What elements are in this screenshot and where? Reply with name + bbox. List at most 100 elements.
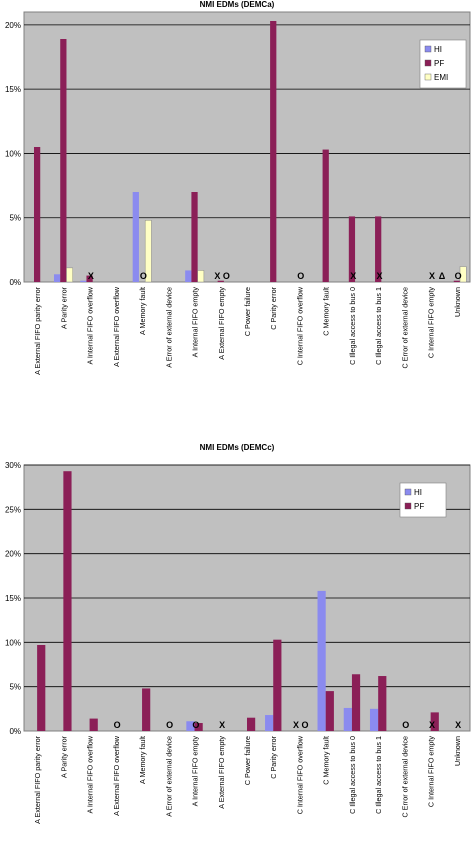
bar-emi bbox=[459, 266, 467, 283]
annotation-marker: O bbox=[166, 720, 173, 730]
y-tick-label: 0% bbox=[9, 727, 21, 736]
bar-emi bbox=[197, 270, 205, 283]
annotation-marker: Δ bbox=[439, 271, 446, 281]
annotation-marker: X bbox=[455, 720, 461, 730]
bar-pf bbox=[86, 275, 93, 282]
x-category-label: A External FIFO parity error bbox=[33, 286, 42, 374]
annotation-marker: X bbox=[376, 271, 382, 281]
x-category-label: C Parity error bbox=[269, 286, 278, 329]
x-category-label: C Illegal access to bus 0 bbox=[348, 287, 357, 365]
bar-hi bbox=[185, 270, 192, 282]
bar-pf bbox=[270, 21, 277, 282]
bar-hi bbox=[132, 192, 139, 282]
bar-pf bbox=[453, 280, 461, 282]
bar-hi bbox=[186, 721, 195, 731]
bar-pf bbox=[348, 216, 356, 282]
bars bbox=[37, 471, 439, 731]
plot-background bbox=[23, 11, 471, 283]
x-category-label: C Illegal access to bus 1 bbox=[374, 736, 383, 814]
annotation-marker: X bbox=[429, 720, 435, 730]
chart-demcc: NMI EDMs (DEMCc) O O O X X O O X X 0% 5% 10% 15% 20… bbox=[5, 443, 471, 824]
bar-pf bbox=[351, 674, 361, 731]
legend-swatch-hi bbox=[404, 488, 412, 496]
annotation-marker: O bbox=[140, 271, 147, 281]
x-category-label: C Error of external device bbox=[400, 287, 409, 369]
x-category-label: A External FIFO empty bbox=[217, 736, 226, 809]
bar-hi bbox=[317, 590, 326, 731]
annotation-marker: X bbox=[88, 271, 94, 281]
legend-swatch-hi bbox=[424, 45, 432, 53]
annotation-marker: O bbox=[114, 720, 121, 730]
legend-label: PF bbox=[434, 59, 444, 68]
annotation-marker: O bbox=[402, 720, 409, 730]
bar-pf bbox=[191, 192, 198, 282]
annotation-marker: X bbox=[219, 720, 225, 730]
bar-pf bbox=[142, 688, 151, 731]
bar-pf bbox=[273, 639, 282, 731]
x-category-label: C Internal FIFO empty bbox=[427, 287, 436, 359]
legend-swatch-pf bbox=[404, 502, 412, 510]
y-tick-label: 15% bbox=[5, 85, 21, 94]
x-category-label: A Parity error bbox=[59, 735, 68, 778]
y-tick-label: 5% bbox=[9, 214, 21, 223]
bar-pf bbox=[217, 280, 224, 282]
gridlines bbox=[24, 464, 470, 688]
y-tick-label: 15% bbox=[5, 594, 21, 603]
legend-label: EMI bbox=[434, 73, 448, 82]
legend-label: HI bbox=[434, 45, 442, 54]
bar-hi bbox=[80, 280, 87, 282]
x-category-label: C Internal FIFO overflow bbox=[295, 735, 304, 814]
y-axis-ticks: 0% 5% 10% 15% 20% bbox=[5, 21, 21, 287]
legend: HI PF bbox=[399, 482, 447, 518]
x-category-label: C Internal FIFO overflow bbox=[295, 286, 304, 365]
x-category-label: A External FIFO overflow bbox=[112, 286, 121, 367]
bar-pf bbox=[33, 147, 41, 282]
legend: HI PF EMI bbox=[419, 39, 467, 89]
legend-label: HI bbox=[414, 488, 422, 497]
bar-pf bbox=[247, 717, 256, 731]
chart-title: NMI EDMs (DEMCa) bbox=[200, 0, 275, 9]
bar-pf bbox=[60, 39, 67, 282]
bar-pf bbox=[378, 676, 387, 731]
x-category-label: A Error of external device bbox=[164, 736, 173, 817]
y-tick-label: 10% bbox=[5, 149, 21, 158]
bar-pf bbox=[325, 691, 334, 731]
x-category-label: A Internal FIFO empty bbox=[191, 736, 200, 807]
x-category-label: C Error of external device bbox=[400, 736, 409, 818]
x-category-label: A Error of external device bbox=[164, 287, 173, 368]
x-category-label: C Memory fault bbox=[322, 287, 331, 336]
bar-pf bbox=[322, 149, 329, 282]
x-category-label: A Parity error bbox=[59, 286, 68, 329]
y-tick-label: 0% bbox=[9, 278, 21, 287]
x-category-label: C Illegal access to bus 1 bbox=[374, 287, 383, 365]
x-axis-categories: A External FIFO parity error A Parity err… bbox=[33, 735, 462, 824]
x-category-label: Unknown bbox=[453, 287, 462, 317]
chart-title: NMI EDMs (DEMCc) bbox=[200, 443, 275, 452]
y-tick-label: 20% bbox=[5, 550, 21, 559]
x-category-label: C Parity error bbox=[269, 735, 278, 778]
annotation-marker: X bbox=[429, 271, 435, 281]
bar-emi bbox=[66, 267, 73, 283]
bar-pf bbox=[63, 471, 72, 731]
x-category-label: A External FIFO parity error bbox=[33, 735, 42, 823]
x-category-label: C Internal FIFO empty bbox=[427, 736, 436, 808]
annotation-marker: O bbox=[455, 271, 462, 281]
bar-hi bbox=[53, 274, 61, 282]
x-category-label: A External FIFO overflow bbox=[112, 735, 121, 816]
bar-pf bbox=[375, 216, 382, 282]
x-axis-categories: A External FIFO parity error A Parity err… bbox=[33, 286, 462, 375]
x-category-label: A Internal FIFO overflow bbox=[86, 286, 95, 364]
legend-label: PF bbox=[414, 502, 424, 511]
bar-hi bbox=[369, 708, 379, 731]
bar-hi bbox=[343, 707, 352, 731]
x-category-label: C Memory fault bbox=[322, 736, 331, 785]
gridlines bbox=[24, 24, 470, 219]
y-tick-label: 5% bbox=[9, 683, 21, 692]
y-tick-label: 25% bbox=[5, 505, 21, 514]
annotation-marker: X O bbox=[214, 271, 230, 281]
bar-pf bbox=[194, 723, 203, 731]
legend-box bbox=[399, 482, 447, 518]
